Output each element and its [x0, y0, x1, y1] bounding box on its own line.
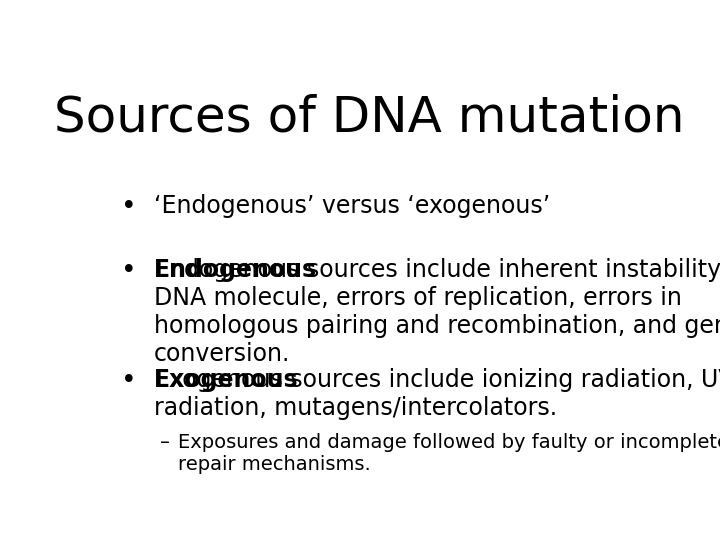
Text: –: – [161, 433, 170, 452]
Text: •: • [121, 368, 137, 394]
Text: •: • [121, 258, 137, 284]
Text: Sources of DNA mutation: Sources of DNA mutation [54, 94, 684, 142]
Text: ‘Endogenous’ versus ‘exogenous’: ‘Endogenous’ versus ‘exogenous’ [154, 194, 550, 218]
Text: Endogenous: Endogenous [154, 258, 318, 282]
Text: •: • [121, 194, 137, 220]
Text: Exogenous sources include ionizing radiation, UV
radiation, mutagens/intercolato: Exogenous sources include ionizing radia… [154, 368, 720, 420]
Text: Exposures and damage followed by faulty or incomplete
repair mechanisms.: Exposures and damage followed by faulty … [178, 433, 720, 474]
Text: Exogenous: Exogenous [154, 368, 299, 393]
Text: Endogenous sources include inherent instability of
DNA molecule, errors of repli: Endogenous sources include inherent inst… [154, 258, 720, 366]
